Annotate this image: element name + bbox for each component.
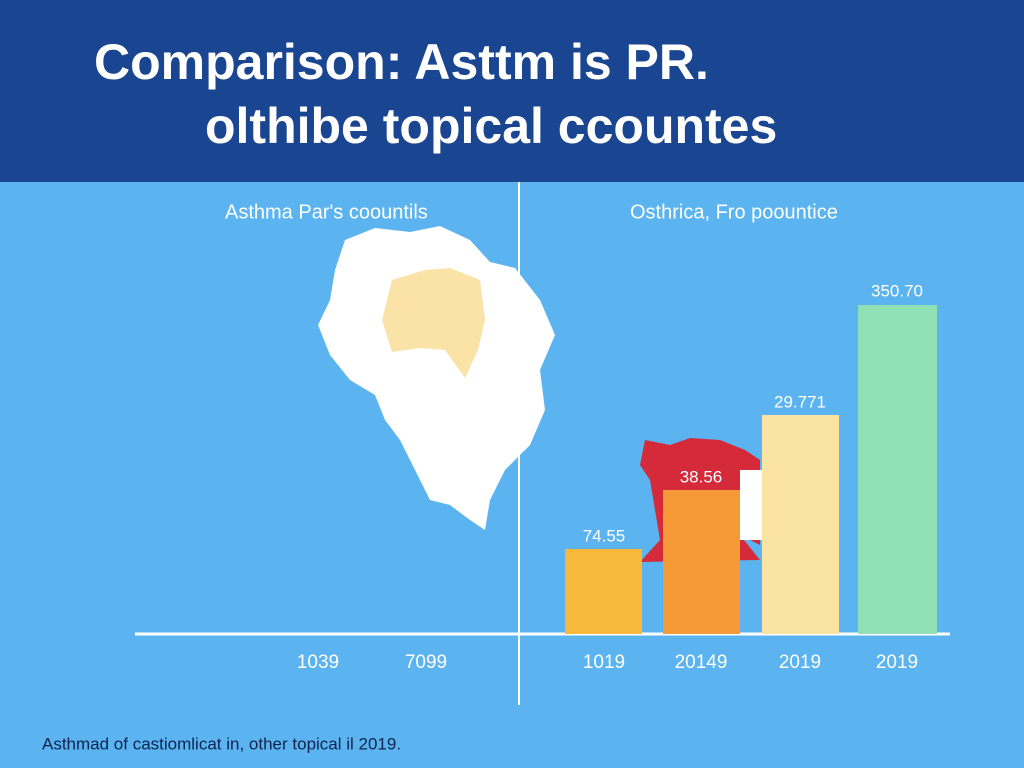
bar-label: 29.771 — [774, 392, 826, 411]
bar — [762, 415, 839, 634]
x-label: 7099 — [405, 652, 447, 673]
x-label: 1019 — [583, 652, 625, 673]
x-label: 2019 — [779, 652, 821, 673]
title-line: Comparison: Asttm is PR. — [94, 34, 709, 90]
panel-title: Osthrica, Fro poountice — [630, 201, 838, 223]
header-band — [0, 0, 1024, 182]
title-line: olthibe topical ccountes — [205, 98, 777, 154]
bar-label: 38.56 — [680, 467, 723, 486]
bar — [565, 549, 642, 634]
footer: Asthmad of castiomlicat in, other topica… — [42, 734, 401, 753]
bar — [663, 490, 740, 634]
bar-label: 74.55 — [583, 526, 626, 545]
flag-shape — [740, 470, 762, 540]
map-highlight — [382, 268, 485, 378]
panel-title: Asthma Par's coountils — [225, 201, 428, 223]
map — [318, 226, 555, 530]
bar — [858, 305, 937, 634]
x-label: 20149 — [675, 652, 728, 673]
bar-label: 350.70 — [871, 281, 923, 300]
x-label: 2019 — [876, 652, 918, 673]
x-label: 1039 — [297, 652, 339, 673]
